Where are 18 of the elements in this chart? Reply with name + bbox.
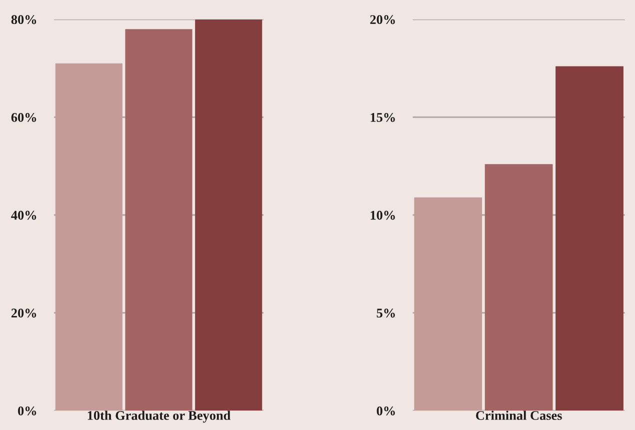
x-axis-title: 10th Graduate or Beyond (88, 410, 231, 423)
y-tick-label: 5% (376, 308, 395, 318)
bar (55, 63, 122, 411)
y-tick-label: 20% (11, 308, 36, 318)
bar (195, 19, 262, 411)
y-tick-label: 10% (370, 210, 395, 220)
y-tick-label: 0% (18, 406, 36, 416)
x-axis-title: Criminal Cases (476, 410, 562, 420)
bar (484, 164, 553, 411)
y-tick-label: 15% (370, 112, 395, 122)
y-tick-label: 80% (11, 15, 36, 24)
bar (125, 29, 192, 411)
y-tick-label: 0% (376, 406, 395, 416)
bar (556, 66, 624, 411)
y-tick-label: 20% (370, 15, 395, 24)
y-tick-label: 60% (11, 112, 36, 122)
bar (414, 197, 482, 411)
y-tick-label: 40% (11, 210, 36, 220)
